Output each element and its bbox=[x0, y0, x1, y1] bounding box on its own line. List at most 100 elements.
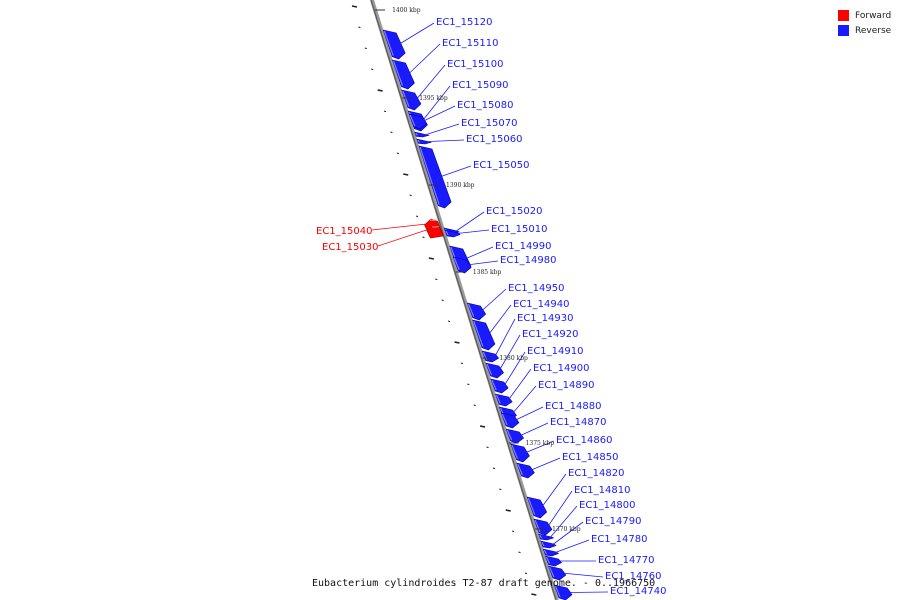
reverse-gene-arrow bbox=[490, 378, 509, 394]
gene-leader-line bbox=[377, 227, 433, 247]
gene-highlight bbox=[486, 363, 493, 376]
reverse-gene-arrow bbox=[544, 555, 562, 567]
scale-dash bbox=[435, 278, 438, 281]
gene-body bbox=[538, 533, 555, 541]
gene-label: EC1_14890 bbox=[538, 380, 594, 391]
gene-body bbox=[401, 89, 422, 111]
gene-leader-line bbox=[455, 211, 485, 232]
scale-dash bbox=[499, 488, 502, 491]
gene-label: EC1_15100 bbox=[447, 59, 503, 70]
gene-leader-line bbox=[480, 288, 507, 312]
gene-leader-line bbox=[456, 229, 490, 234]
legend-forward: Forward bbox=[838, 8, 891, 23]
gene-label: EC1_14760 bbox=[605, 571, 661, 582]
gene-label: EC1_14780 bbox=[591, 534, 647, 545]
gene-leader-line bbox=[529, 457, 561, 471]
gene-label: EC1_15070 bbox=[461, 118, 517, 129]
legend-forward-label: Forward bbox=[855, 10, 892, 21]
gene-label: EC1_14880 bbox=[545, 401, 601, 412]
axis-tick-label: 1370 kbp bbox=[552, 526, 581, 533]
reverse-gene-arrow bbox=[408, 113, 428, 130]
gene-label: EC1_14800 bbox=[579, 500, 635, 511]
genome-caption: Eubacterium cylindroides T2-87 draft gen… bbox=[312, 578, 656, 589]
gene-body bbox=[452, 256, 472, 274]
reverse-swatch bbox=[838, 25, 849, 36]
gene-leader-line bbox=[524, 440, 555, 454]
legend-reverse-label: Reverse bbox=[855, 25, 892, 36]
gene-label: EC1_14940 bbox=[513, 299, 569, 310]
gene-label: EC1_15010 bbox=[491, 224, 547, 235]
axis-tick-label: 1375 kbp bbox=[526, 440, 555, 447]
gene-leader-line bbox=[421, 85, 451, 122]
scale-dash bbox=[518, 551, 521, 554]
reverse-gene-arrow bbox=[505, 428, 525, 444]
gene-highlight bbox=[453, 257, 460, 270]
gene-highlight bbox=[402, 90, 410, 107]
gene-label: EC1_14790 bbox=[585, 516, 641, 527]
gene-label: EC1_14870 bbox=[550, 417, 606, 428]
gene-leader-line bbox=[552, 521, 584, 545]
reverse-gene-arrow bbox=[401, 89, 422, 111]
gene-body bbox=[382, 29, 406, 60]
reverse-gene-arrow bbox=[533, 518, 553, 536]
gene-highlight bbox=[491, 379, 497, 391]
gene-body bbox=[540, 540, 557, 549]
scale-dash bbox=[441, 299, 444, 302]
gene-highlight bbox=[409, 114, 416, 127]
gene-body bbox=[553, 584, 573, 600]
gene-highlight bbox=[554, 585, 561, 598]
gene-leader-line bbox=[407, 43, 441, 75]
gene-body bbox=[548, 565, 567, 581]
gene-highlight bbox=[511, 444, 519, 459]
gene-leader-line bbox=[508, 368, 532, 401]
gene-label: EC1_15090 bbox=[452, 80, 508, 91]
gene-highlight bbox=[539, 534, 543, 539]
gene-highlight bbox=[419, 146, 440, 205]
scale-dash bbox=[403, 173, 409, 176]
reverse-gene-arrow bbox=[553, 584, 573, 600]
reverse-gene-arrow bbox=[516, 462, 535, 479]
scale-dash bbox=[351, 5, 358, 8]
gene-leader-line bbox=[494, 318, 516, 357]
scale-dash bbox=[396, 152, 399, 155]
reverse-gene-arrow bbox=[548, 565, 567, 581]
gene-highlight bbox=[473, 320, 484, 347]
genome-axis bbox=[370, 0, 559, 600]
gene-label: EC1_14740 bbox=[610, 586, 666, 597]
scale-dash bbox=[454, 341, 460, 344]
gene-body bbox=[466, 302, 487, 321]
gene-highlight bbox=[392, 60, 404, 86]
gene-leader-line bbox=[487, 304, 512, 336]
gene-leader-line bbox=[498, 334, 521, 371]
scale-dash bbox=[415, 215, 419, 218]
scale-dashes bbox=[351, 5, 537, 596]
gene-label: EC1_15030 bbox=[322, 242, 378, 253]
scale-dash bbox=[371, 68, 374, 71]
gene-highlight bbox=[534, 519, 541, 532]
gene-body bbox=[500, 412, 520, 429]
gene-highlight bbox=[541, 541, 545, 547]
gene-leader-line bbox=[439, 165, 472, 178]
gene-leader-line bbox=[514, 406, 544, 421]
gene-label: EC1_15080 bbox=[457, 100, 513, 111]
gene-leader-line bbox=[512, 385, 537, 414]
reverse-gene-arrow bbox=[452, 256, 472, 274]
scale-dash bbox=[422, 236, 425, 239]
gene-leader-line bbox=[561, 572, 604, 578]
reverse-gene-arrow bbox=[416, 138, 432, 145]
gene-features bbox=[382, 29, 573, 600]
gene-leader-line bbox=[426, 123, 460, 135]
reverse-gene-arrow bbox=[540, 540, 557, 549]
gene-body bbox=[485, 362, 504, 379]
reverse-gene-arrow bbox=[444, 229, 461, 238]
gene-highlight bbox=[467, 303, 475, 317]
gene-leader-line bbox=[550, 505, 578, 538]
gene-highlight bbox=[517, 463, 523, 476]
scale-dash bbox=[358, 26, 361, 29]
gene-body bbox=[472, 319, 496, 351]
genome-axis-edge bbox=[370, 0, 557, 600]
gene-label: EC1_15060 bbox=[466, 134, 522, 145]
gene-leader-line bbox=[555, 539, 590, 553]
reverse-gene-arrow bbox=[392, 59, 415, 90]
reverse-gene-arrow bbox=[538, 533, 555, 541]
